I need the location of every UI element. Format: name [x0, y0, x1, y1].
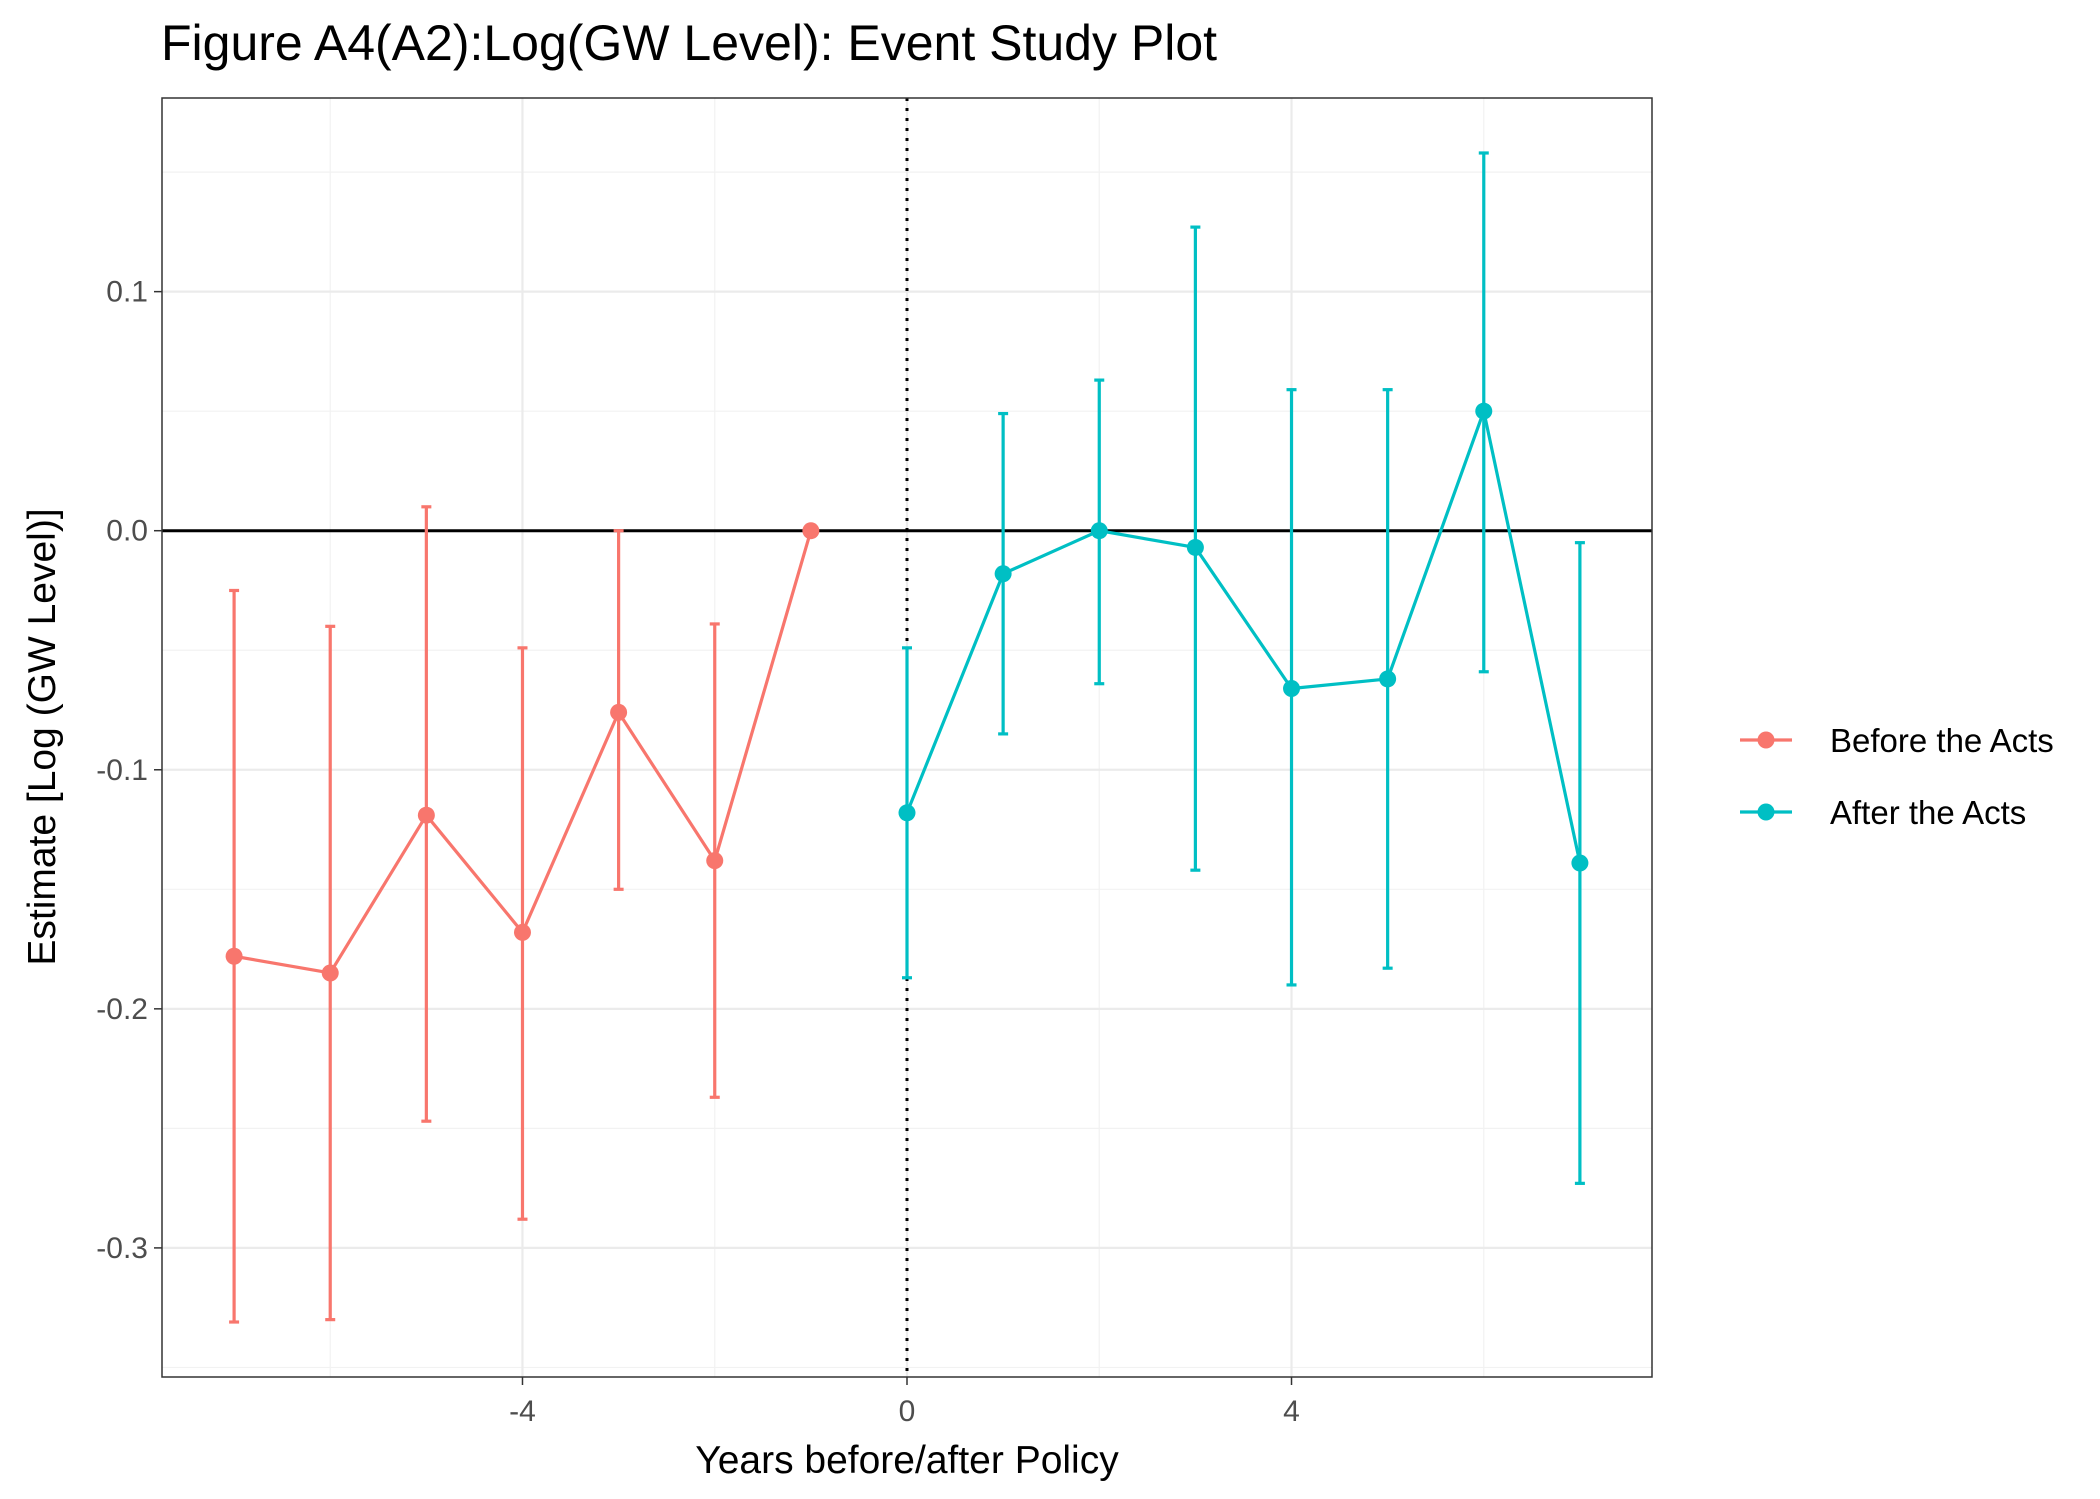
x-axis: -4 0 4 [509, 1377, 1300, 1428]
data-point [1571, 854, 1589, 872]
y-axis: 0.1 0.0 -0.1 -0.2 -0.3 [96, 276, 162, 1265]
legend-item: Before the Acts [1740, 722, 2054, 759]
x-tick-label: 0 [899, 1395, 916, 1428]
data-point [1379, 670, 1397, 688]
legend-label: After the Acts [1830, 794, 2026, 831]
series-line [905, 409, 1582, 864]
data-point [802, 522, 820, 540]
data-point [225, 947, 243, 965]
data-point [706, 852, 724, 870]
data-point [417, 806, 435, 824]
legend-key-point [1757, 803, 1775, 821]
data-point [610, 703, 628, 721]
y-tick-label: -0.3 [96, 1232, 148, 1265]
data-point [321, 964, 339, 982]
legend-item: After the Acts [1740, 794, 2026, 831]
series-group [225, 505, 820, 1324]
legend-key-point [1757, 731, 1775, 749]
data-point [994, 565, 1012, 583]
y-tick-label: 0.0 [106, 515, 148, 548]
y-tick-label: 0.1 [106, 276, 148, 309]
data-point [1186, 538, 1204, 556]
legend: Before the Acts After the Acts [1740, 722, 2054, 831]
legend-label: Before the Acts [1830, 722, 2054, 759]
data-point [1283, 679, 1301, 697]
data-point [513, 923, 531, 941]
y-axis-title: Estimate [Log (GW Level)] [21, 508, 64, 965]
x-tick-label: 4 [1283, 1395, 1300, 1428]
data-point [1475, 402, 1493, 420]
data-point [898, 804, 916, 822]
y-tick-label: -0.2 [96, 993, 148, 1026]
x-tick-label: -4 [509, 1395, 536, 1428]
chart-title: Figure A4(A2):Log(GW Level): Event Study… [161, 15, 1217, 71]
data-point [1090, 522, 1108, 540]
x-axis-title: Years before/after Policy [695, 1439, 1119, 1482]
y-tick-label: -0.1 [96, 754, 148, 787]
series-layer [225, 151, 1589, 1324]
series-group [898, 151, 1589, 1185]
